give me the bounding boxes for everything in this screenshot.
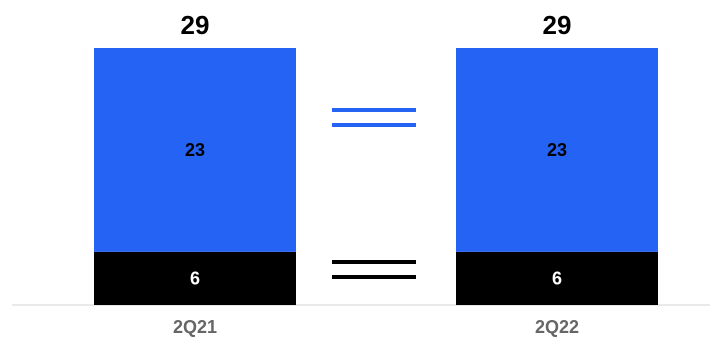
total-value-label: 29 (181, 10, 210, 40)
segment-value-label: 6 (552, 268, 562, 288)
bars-group (94, 48, 658, 305)
segment-value-label: 23 (185, 140, 205, 160)
bar-segment-2q21-0 (94, 251, 296, 305)
total-value-label: 29 (543, 10, 572, 40)
segment-value-label: 23 (547, 140, 567, 160)
legend-markers-group (332, 108, 416, 279)
bar-segment-2q22-0 (456, 251, 658, 305)
category-label-2q22: 2Q22 (535, 317, 579, 337)
labels-group: 6 23 29 2Q21 6 23 29 2Q22 (173, 10, 579, 337)
bar-segment-2q21-1 (94, 48, 296, 252)
category-label-2q21: 2Q21 (173, 317, 217, 337)
segment-value-label: 6 (190, 268, 200, 288)
bar-segment-2q22-1 (456, 48, 658, 252)
